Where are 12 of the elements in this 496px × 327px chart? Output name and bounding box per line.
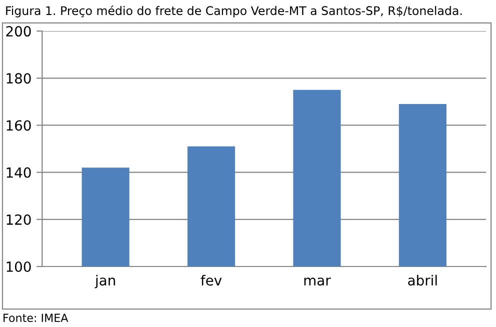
source-note: Fonte: IMEA [4,314,68,322]
y-tick-label: 160 [6,120,31,131]
y-tick-label: 100 [6,261,31,272]
y-tick-label: 200 [6,26,31,37]
y-tick-label: 140 [6,167,31,178]
y-tick-label: 120 [6,214,31,225]
x-tick-label: abril [408,274,437,286]
x-tick-label: fev [200,274,222,286]
x-tick-label: mar [304,278,331,286]
chart-title: Figura 1. Preço médio do frete de Campo Verde-MT a Santos-SP, R$/tonelada. [6,5,462,18]
x-tick-label: jan [94,274,115,288]
y-tick-label: 180 [6,73,31,84]
